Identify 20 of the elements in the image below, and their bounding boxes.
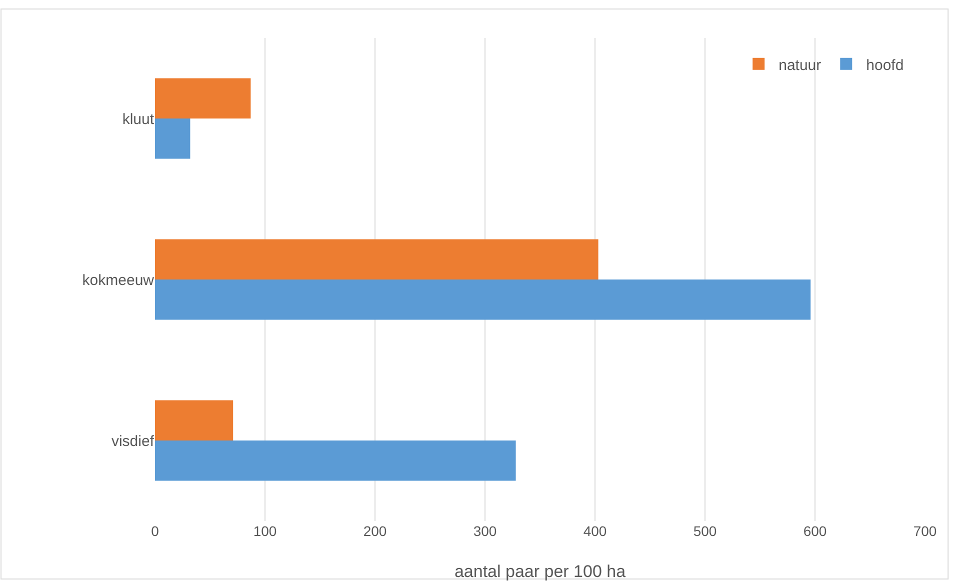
bar: [155, 239, 598, 280]
bar: [155, 118, 190, 159]
x-tick-label: 100: [253, 523, 277, 539]
bar: [155, 78, 251, 118]
y-tick-label: visdief: [111, 432, 155, 450]
x-tick-label: 600: [803, 523, 827, 539]
x-tick-label: 0: [151, 523, 160, 539]
bar: [155, 400, 234, 440]
x-tick-label: 500: [693, 523, 717, 539]
x-axis-title: aantal paar per 100 ha: [454, 562, 626, 581]
x-tick-label: 700: [913, 523, 937, 539]
y-tick-label: kluut: [122, 110, 155, 128]
x-tick-label: 200: [363, 523, 387, 539]
y-tick-label: kokmeeuw: [82, 272, 154, 289]
legend-label: natuur: [778, 56, 822, 74]
legend-label: hoofd: [866, 56, 904, 74]
x-tick-label: 400: [583, 523, 607, 539]
bar: [155, 440, 516, 481]
x-tick-label: 300: [473, 523, 497, 539]
bar: [155, 280, 811, 320]
